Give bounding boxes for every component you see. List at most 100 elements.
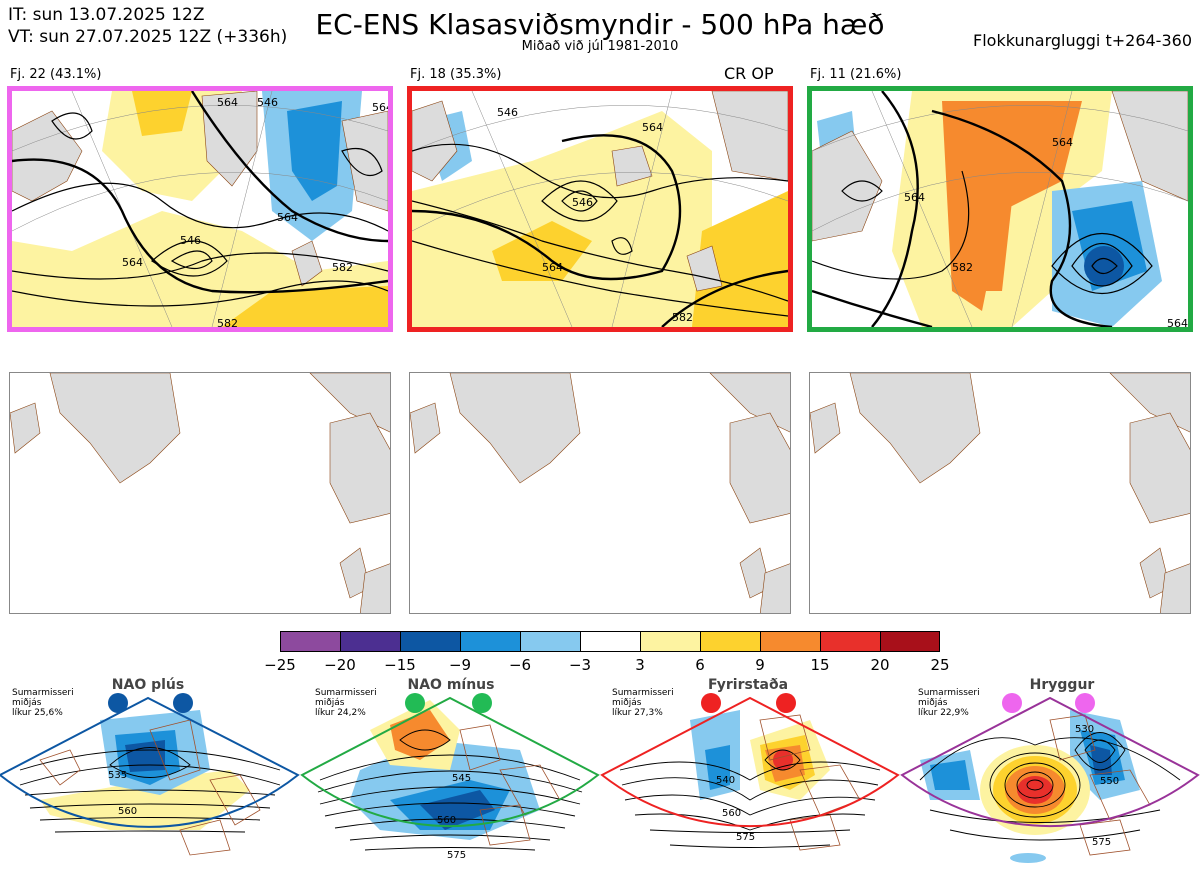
regime-info-line: miðjás <box>612 698 642 708</box>
contour-label: 564 <box>1052 136 1073 149</box>
regime-info-line: Sumarmisseri <box>315 688 377 698</box>
contour-label: 564 <box>904 191 925 204</box>
colorbar-tick-label: 25 <box>930 656 950 674</box>
colorbar-swatch <box>460 631 520 652</box>
regime-dot <box>701 693 721 713</box>
colorbar-tick-label: −20 <box>324 656 356 674</box>
cluster-3-map-graphic: 564 564 582 564 <box>812 91 1188 327</box>
colorbar-tick-label: −25 <box>264 656 296 674</box>
regime-dot <box>776 693 796 713</box>
regime-dot <box>1002 693 1022 713</box>
regime-dot <box>405 693 425 713</box>
cluster-1-map: 546 564 546 564 564 582 564 582 <box>7 86 393 332</box>
colorbar-swatch <box>820 631 880 652</box>
contour-label: 564 <box>372 101 388 114</box>
regime-info-line: líkur 27,3% <box>612 708 663 718</box>
regime-map-nao-minus: 545 560 575 <box>300 693 600 861</box>
cluster-2-map: 546 564 546 564 582 <box>407 86 793 332</box>
contour-label: 564 <box>642 121 663 134</box>
page-title: EC-ENS Klasasviðsmyndir - 500 hPa hæð <box>315 8 885 41</box>
colorbar-tick-label: 15 <box>810 656 830 674</box>
base-map-3-graphic <box>810 373 1190 613</box>
regime-contour-label: 560 <box>722 808 741 819</box>
initial-time: IT: sun 13.07.2025 12Z <box>8 5 205 25</box>
cluster-2-map-graphic: 546 564 546 564 582 <box>412 91 788 327</box>
regime-title-nao-plus: NAO plús <box>111 677 185 693</box>
colorbar-swatch <box>400 631 460 652</box>
colorbar-tick-label: −3 <box>568 656 592 674</box>
regime-contour-label: 575 <box>1092 837 1111 848</box>
regime-info-line: líkur 24,2% <box>315 708 366 718</box>
regime-dot <box>173 693 193 713</box>
regime-info-line: líkur 22,9% <box>918 708 969 718</box>
regime-map-blocking: 540 560 575 <box>600 693 900 851</box>
contour-label: 582 <box>952 261 973 274</box>
regime-info-line: Sumarmisseri <box>612 688 674 698</box>
page-subtitle: Miðað við júl 1981-2010 <box>521 39 679 54</box>
regime-dot <box>108 693 128 713</box>
contour-label: 564 <box>542 261 563 274</box>
colorbar-tick-label: −15 <box>384 656 416 674</box>
regime-contour-label: 545 <box>452 773 471 784</box>
contour-label: 546 <box>257 96 278 109</box>
contour-label: 582 <box>217 317 238 327</box>
cluster-3-label: Fj. 11 (21.6%) <box>810 67 902 82</box>
regime-info-line: Sumarmisseri <box>12 688 74 698</box>
regime-title-blocking: Fyrirstaða <box>707 677 789 693</box>
colorbar-tick-label: 3 <box>635 656 645 674</box>
base-map-1-graphic <box>10 373 390 613</box>
valid-time: VT: sun 27.07.2025 12Z (+336h) <box>8 27 288 47</box>
control-operational-badge: CR OP <box>724 64 774 83</box>
regime-info-line: miðjás <box>12 698 42 708</box>
colorbar-tick-label: 20 <box>870 656 890 674</box>
regime-contour-label: 535 <box>108 770 127 781</box>
contour-label: 564 <box>1167 317 1188 327</box>
regime-contour-label: 530 <box>1075 724 1094 735</box>
regime-info-line: líkur 25,6% <box>12 708 63 718</box>
regime-contour-label: 540 <box>716 775 735 786</box>
base-map-2 <box>409 372 791 614</box>
contour-label: 564 <box>122 256 143 269</box>
classification-window: Flokkunargluggi t+264-360 <box>973 31 1192 50</box>
regime-title-ridge: Hryggur <box>1029 677 1095 693</box>
cluster-3-map: 564 564 582 564 <box>807 86 1193 332</box>
colorbar-swatch <box>580 631 640 652</box>
colorbar-tick-label: 9 <box>755 656 765 674</box>
regime-contour-label: 560 <box>118 806 137 817</box>
regime-info-nao-plus: Sumarmisseri miðjás líkur 25,6% <box>12 688 92 718</box>
regime-maps: 535 560 545 560 575 <box>0 693 1200 863</box>
contour-label: 546 <box>180 234 201 247</box>
regime-info-blocking: Sumarmisseri miðjás líkur 27,3% <box>612 688 692 718</box>
colorbar-swatch <box>640 631 700 652</box>
cluster-2-label: Fj. 18 (35.3%) <box>410 67 502 82</box>
regime-contour-label: 550 <box>1100 776 1119 787</box>
base-map-1 <box>9 372 391 614</box>
regime-dot <box>1075 693 1095 713</box>
contour-label: 564 <box>217 96 238 109</box>
regime-map-ridge: 530 550 575 <box>900 693 1200 863</box>
colorbar-swatch <box>760 631 820 652</box>
colorbar-swatch <box>520 631 580 652</box>
regime-contour-label: 575 <box>447 850 466 861</box>
base-map-3 <box>809 372 1191 614</box>
contour-label: 546 <box>572 196 593 209</box>
regime-title-nao-minus: NAO mínus <box>407 677 495 693</box>
regime-dot <box>472 693 492 713</box>
regime-info-nao-minus: Sumarmisseri miðjás líkur 24,2% <box>315 688 395 718</box>
colorbar-swatch <box>880 631 940 652</box>
colorbar-swatch <box>340 631 400 652</box>
cluster-1-label: Fj. 22 (43.1%) <box>10 67 102 82</box>
colorbar-swatch <box>280 631 340 652</box>
colorbar-tick-label: 6 <box>695 656 705 674</box>
cluster-1-map-graphic: 546 564 546 564 564 582 564 582 <box>12 91 388 327</box>
regime-contour-label: 560 <box>437 815 456 826</box>
base-map-2-graphic <box>410 373 790 613</box>
regime-info-ridge: Sumarmisseri miðjás líkur 22,9% <box>918 688 998 718</box>
colorbar-tick-label: −9 <box>448 656 472 674</box>
header-times: IT: sun 13.07.2025 12Z VT: sun 27.07.202… <box>8 4 287 48</box>
regime-map-nao-plus: 535 560 <box>0 693 300 856</box>
contour-label: 582 <box>332 261 353 274</box>
contour-label: 564 <box>277 211 298 224</box>
regime-contour-label: 575 <box>736 832 755 843</box>
contour-label: 582 <box>672 311 693 324</box>
